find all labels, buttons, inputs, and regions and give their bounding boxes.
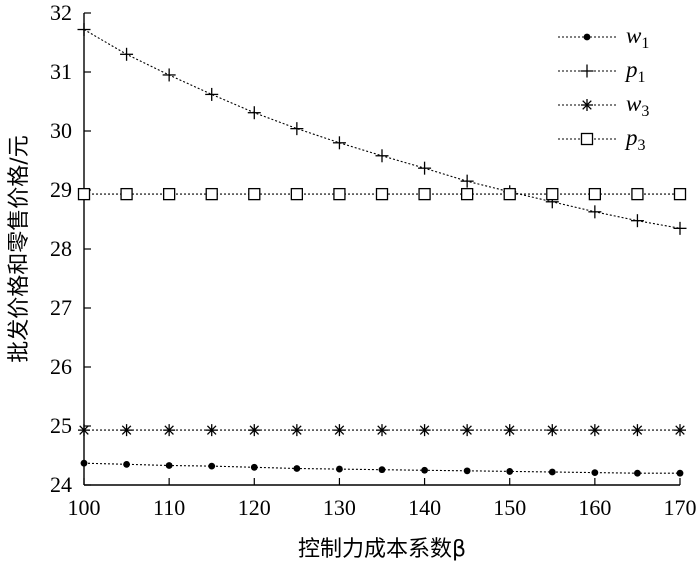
data-point [503,187,516,201]
data-point [418,424,431,437]
data-point [162,68,176,82]
data-point [506,468,514,475]
y-tick-label: 26 [50,354,72,379]
data-point [120,47,134,61]
data-point [461,424,474,437]
legend-marker [583,33,591,41]
data-point [460,187,474,201]
y-tick-label: 29 [50,177,72,202]
data-point [120,424,133,437]
data-point [293,465,301,472]
data-point [290,122,304,136]
y-tick-label: 25 [50,413,72,438]
data-point [248,424,261,437]
data-point [208,462,216,470]
data-point [378,466,386,474]
legend: w1 p1 w3 p3 [558,23,649,154]
data-point [463,467,471,475]
data-point [333,424,346,437]
data-point [375,187,389,201]
data-point [290,424,303,437]
data-point [332,136,346,150]
x-tick-label: 120 [238,495,271,520]
data-point [676,469,684,477]
legend-label: p1 [624,57,646,86]
data-point [77,187,91,201]
data-point [546,424,559,437]
data-point [163,424,176,437]
legend-entry: w3 [558,91,649,120]
data-point [588,187,602,201]
x-tick-label: 130 [323,495,356,520]
x-axis-title: 控制力成本系数β [298,537,466,562]
data-point [634,469,641,477]
y-tick-label: 32 [50,0,72,25]
series-p3 [77,187,687,201]
y-tick-label: 24 [50,472,72,497]
data-point [631,424,644,437]
series-layer [77,23,687,477]
legend-entry: p1 [558,57,646,86]
legend-entry: w1 [558,23,649,52]
data-point [205,87,219,101]
data-point [674,424,686,437]
data-point [78,424,90,437]
x-tick-label: 170 [664,495,697,520]
data-point [248,187,261,201]
data-point [460,174,474,188]
x-tick-label: 110 [153,495,185,520]
data-point [548,468,556,476]
legend-label: w3 [626,91,649,120]
data-point [333,187,346,201]
data-point [247,106,261,120]
data-point [673,221,687,235]
series-w1 [80,459,684,477]
x-tick-label: 140 [408,495,441,520]
x-tick-label: 100 [68,495,101,520]
legend-label: p3 [624,125,646,154]
data-point [336,465,343,473]
x-tick-label: 150 [493,495,526,520]
axes: 100 110 120 130 140 150 160 170 24 25 26 27 28 29 30 31… [50,0,697,520]
data-point [421,466,428,474]
data-point [123,460,130,468]
data-point [546,187,559,201]
data-point [673,187,687,201]
x-tick-label: 160 [578,495,611,520]
y-axis-title: 批发价格和零售价格/元 [7,135,32,362]
data-point [418,161,432,175]
data-point [631,187,644,201]
data-point [503,424,516,437]
series-w3 [78,424,686,437]
data-point [630,214,644,228]
y-tick-label: 27 [50,295,72,320]
data-point [588,205,602,219]
series-p1 [77,23,687,235]
series-line [83,462,680,474]
data-point [376,424,388,437]
legend-marker [581,99,593,111]
data-point [80,459,88,467]
data-point [588,424,601,437]
data-point [375,149,389,163]
legend-entry: p3 [558,125,646,154]
data-point [591,469,599,477]
data-point [205,187,218,201]
y-tick-label: 30 [50,118,72,143]
data-point [290,187,304,201]
data-point [120,187,133,201]
legend-marker [580,64,594,78]
y-tick-label: 31 [50,59,72,84]
data-point [418,187,431,201]
data-point [205,424,218,437]
data-point [165,462,173,469]
data-point [162,187,176,201]
legend-label: w1 [626,23,649,52]
data-point [77,23,91,37]
data-point [250,463,258,471]
legend-marker [580,132,594,146]
y-tick-label: 28 [50,236,72,261]
